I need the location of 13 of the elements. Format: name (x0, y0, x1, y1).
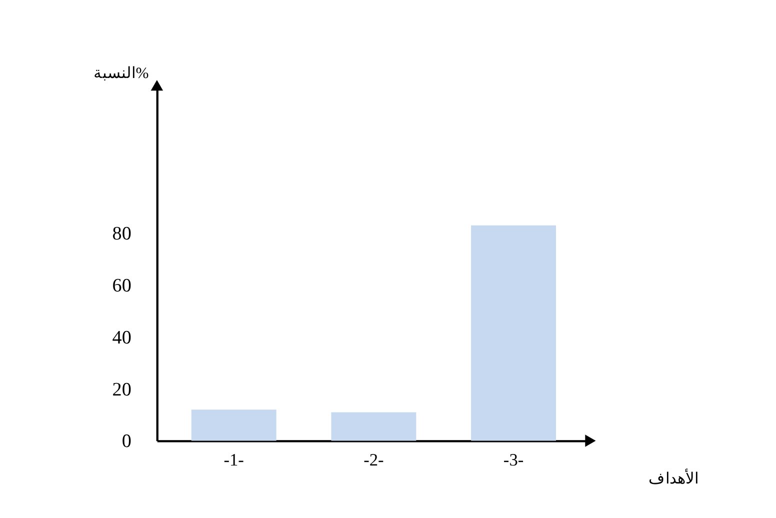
bar (191, 410, 276, 441)
x-axis-title: الأهداف (648, 468, 698, 488)
y-tick-label: 40 (112, 327, 132, 348)
bar (471, 225, 556, 441)
y-tick-label: 20 (112, 379, 132, 400)
y-tick-label: 80 (112, 224, 132, 245)
y-tick-label: 0 (122, 431, 132, 452)
y-tick-label: 60 (112, 276, 132, 297)
x-tick-label: -3- (503, 450, 524, 470)
x-tick-label: -2- (364, 450, 384, 470)
y-axis-title: النسبة% (94, 64, 149, 82)
bar (331, 412, 416, 441)
x-tick-label: -1- (224, 450, 244, 470)
